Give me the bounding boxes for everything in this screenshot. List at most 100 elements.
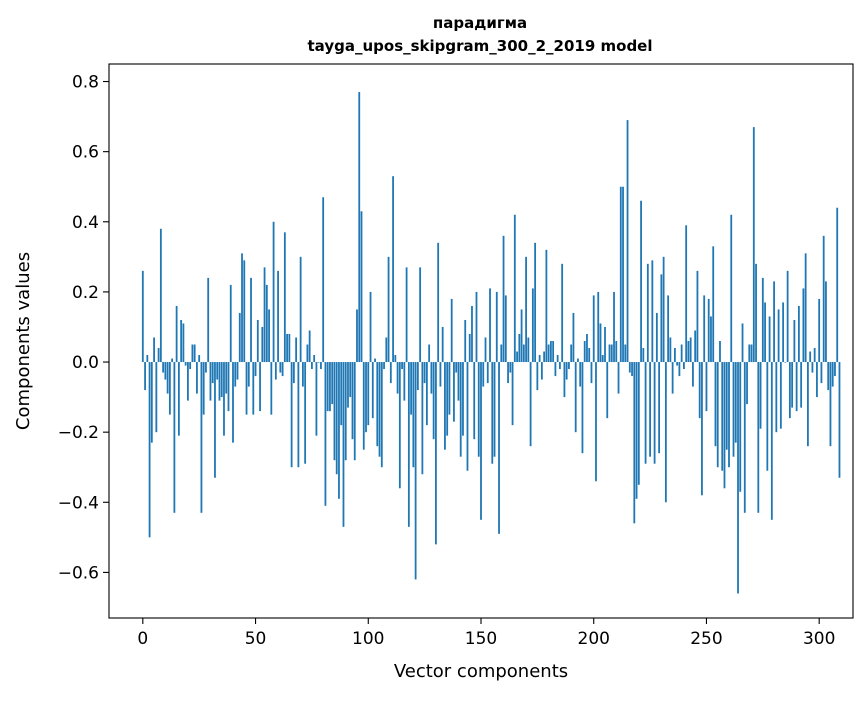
bar-component-300 bbox=[818, 298, 821, 363]
bar-component-98 bbox=[362, 362, 365, 450]
bar-component-86 bbox=[335, 362, 338, 475]
bar-component-123 bbox=[419, 267, 422, 363]
bar-component-235 bbox=[671, 362, 674, 394]
bar-component-182 bbox=[552, 341, 555, 363]
bar-component-268 bbox=[746, 362, 748, 405]
bar-component-192 bbox=[574, 362, 577, 433]
bar-component-4 bbox=[150, 362, 153, 443]
bar-component-249 bbox=[703, 295, 706, 363]
bar-component-162 bbox=[507, 362, 509, 384]
bar-component-274 bbox=[759, 362, 762, 429]
bar-component-12 bbox=[168, 362, 171, 415]
bar-component-103 bbox=[374, 358, 376, 363]
bar-component-126 bbox=[425, 362, 428, 426]
bar-component-221 bbox=[640, 200, 642, 363]
bar-component-205 bbox=[604, 326, 606, 363]
bar-component-156 bbox=[493, 362, 496, 457]
bar-component-264 bbox=[737, 362, 739, 594]
bar-component-135 bbox=[446, 362, 449, 436]
bar-component-263 bbox=[734, 362, 737, 443]
bar-component-236 bbox=[673, 348, 676, 363]
bar-component-153 bbox=[486, 362, 489, 384]
bar-component-259 bbox=[725, 362, 728, 450]
bar-component-203 bbox=[599, 323, 602, 363]
bar-component-284 bbox=[782, 302, 785, 363]
bar-component-46 bbox=[245, 362, 248, 415]
bar-component-116 bbox=[403, 362, 406, 401]
bar-component-214 bbox=[624, 344, 627, 363]
bar-component-180 bbox=[547, 344, 550, 363]
bar-component-125 bbox=[423, 362, 426, 384]
x-tick-label: 50 bbox=[245, 629, 267, 649]
bar-component-138 bbox=[453, 362, 455, 422]
bar-component-134 bbox=[444, 362, 446, 450]
bar-component-104 bbox=[376, 362, 379, 447]
bar-component-265 bbox=[739, 362, 742, 492]
bar-component-58 bbox=[272, 221, 275, 363]
bar-component-64 bbox=[286, 333, 289, 363]
bar-component-183 bbox=[554, 362, 557, 377]
bar-component-213 bbox=[622, 186, 624, 363]
bar-component-253 bbox=[712, 246, 715, 363]
bar-component-190 bbox=[570, 344, 573, 363]
bar-component-73 bbox=[306, 344, 309, 363]
bar-component-10 bbox=[164, 362, 167, 380]
bar-component-25 bbox=[198, 355, 201, 363]
bar-component-266 bbox=[741, 323, 744, 363]
bar-component-61 bbox=[279, 362, 282, 373]
bar-component-74 bbox=[308, 330, 311, 363]
bar-component-146 bbox=[471, 305, 473, 363]
bar-component-27 bbox=[202, 362, 205, 415]
bar-component-151 bbox=[482, 362, 485, 387]
bar-component-251 bbox=[707, 298, 710, 363]
bar-component-7 bbox=[157, 348, 160, 363]
bar-component-169 bbox=[522, 344, 525, 363]
bar-component-239 bbox=[680, 344, 683, 363]
bar-component-97 bbox=[360, 211, 363, 363]
bar-component-149 bbox=[477, 362, 480, 457]
bar-component-31 bbox=[211, 362, 214, 384]
bar-component-226 bbox=[651, 260, 654, 363]
y-tick-label: −0.4 bbox=[58, 493, 99, 513]
bar-component-75 bbox=[311, 362, 313, 370]
bar-component-167 bbox=[518, 333, 521, 363]
bar-component-28 bbox=[205, 362, 207, 373]
bar-component-49 bbox=[252, 362, 255, 415]
bar-component-91 bbox=[347, 362, 349, 408]
bar-component-247 bbox=[698, 362, 701, 419]
bar-component-85 bbox=[333, 362, 336, 461]
bar-component-152 bbox=[484, 337, 487, 363]
bar-component-210 bbox=[615, 341, 618, 363]
bar-component-257 bbox=[721, 362, 724, 471]
bar-component-115 bbox=[401, 362, 403, 370]
bar-component-102 bbox=[371, 362, 374, 419]
plot-frame bbox=[108, 63, 854, 619]
bar-component-109 bbox=[387, 256, 390, 363]
bar-component-24 bbox=[196, 362, 198, 394]
bar-component-111 bbox=[392, 176, 394, 363]
bar-component-272 bbox=[755, 263, 757, 363]
bar-component-145 bbox=[468, 333, 471, 363]
bar-component-198 bbox=[588, 348, 591, 363]
bar-component-93 bbox=[351, 362, 354, 440]
bar-component-59 bbox=[274, 362, 277, 380]
bar-component-50 bbox=[254, 362, 257, 377]
bar-component-22 bbox=[191, 344, 194, 363]
bar-component-53 bbox=[261, 326, 264, 363]
bar-component-234 bbox=[669, 337, 672, 363]
bar-component-173 bbox=[531, 288, 534, 363]
bar-component-199 bbox=[590, 362, 593, 384]
bar-component-248 bbox=[701, 362, 703, 496]
bar-component-95 bbox=[356, 309, 358, 363]
bar-component-113 bbox=[396, 362, 399, 394]
bar-component-26 bbox=[200, 362, 203, 513]
bar-component-140 bbox=[457, 362, 460, 401]
bar-component-77 bbox=[315, 362, 318, 436]
bar-component-5 bbox=[153, 337, 155, 363]
bar-component-88 bbox=[340, 362, 343, 426]
bar-component-277 bbox=[766, 362, 769, 471]
bar-component-79 bbox=[320, 362, 322, 370]
bar-component-122 bbox=[416, 362, 419, 391]
bar-component-252 bbox=[710, 316, 712, 363]
